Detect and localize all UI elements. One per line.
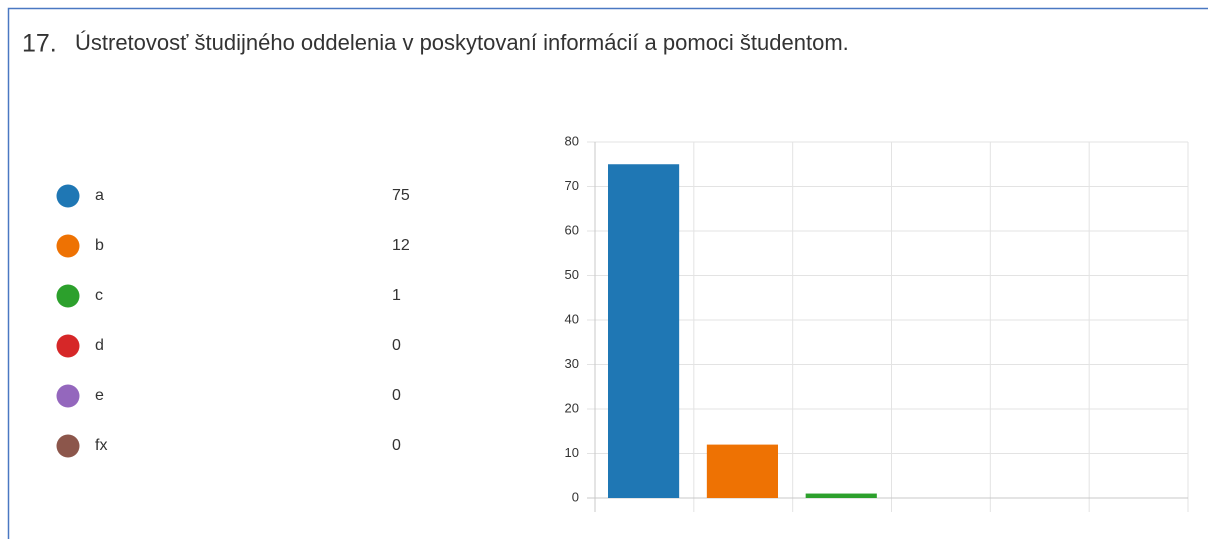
legend-label: a <box>95 187 104 204</box>
question-number: 17. <box>22 30 57 58</box>
y-tick-label: 80 <box>565 133 579 148</box>
legend-swatch <box>57 435 80 458</box>
legend-label: e <box>95 387 104 404</box>
bar <box>707 445 778 498</box>
legend-value: 75 <box>392 187 410 204</box>
legend-value: 0 <box>392 337 401 354</box>
legend-value: 0 <box>392 437 401 454</box>
legend-swatch <box>57 385 80 408</box>
y-tick-label: 60 <box>565 222 579 237</box>
legend-label: c <box>95 287 103 304</box>
y-tick-label: 50 <box>565 267 579 282</box>
legend-swatch <box>57 235 80 258</box>
y-tick-label: 20 <box>565 400 579 415</box>
legend-value: 1 <box>392 287 401 304</box>
y-tick-label: 0 <box>572 489 579 504</box>
legend-swatch <box>57 285 80 308</box>
legend-swatch <box>57 185 80 208</box>
legend-value: 0 <box>392 387 401 404</box>
legend-swatch <box>57 335 80 358</box>
bar <box>608 164 679 498</box>
legend-label: b <box>95 237 104 254</box>
legend-label: fx <box>95 437 107 454</box>
legend-label: d <box>95 337 104 354</box>
legend-value: 12 <box>392 237 410 254</box>
chart-title: Ústretovosť študijného oddelenia v posky… <box>75 30 849 55</box>
bar <box>806 494 877 498</box>
y-tick-label: 10 <box>565 445 579 460</box>
y-tick-label: 70 <box>565 178 579 193</box>
y-tick-label: 40 <box>565 311 579 326</box>
y-tick-label: 30 <box>565 356 579 371</box>
